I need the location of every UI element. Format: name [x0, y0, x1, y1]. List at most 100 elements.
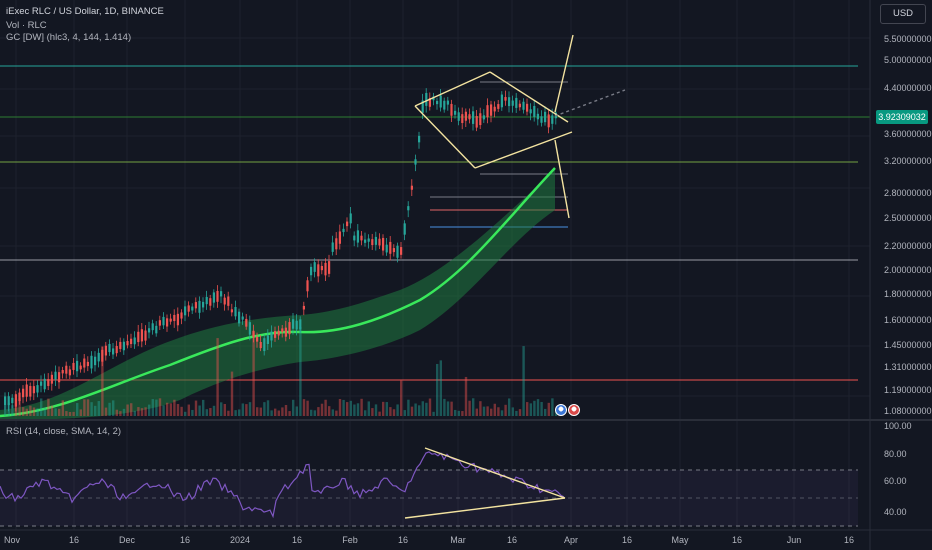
candle-body	[551, 115, 554, 124]
candle-body	[245, 318, 248, 327]
time-axis-label: 16	[732, 535, 742, 545]
volume-bar	[468, 400, 471, 416]
time-axis-label: Nov	[4, 535, 21, 545]
time-axis-label: Mar	[450, 535, 466, 545]
volume-bar	[115, 409, 118, 416]
candle-body	[389, 241, 392, 254]
candle-body	[133, 337, 136, 345]
volume-bar	[180, 406, 183, 416]
candle-body	[194, 302, 197, 309]
candle-body	[126, 341, 129, 346]
candle-body	[274, 331, 277, 338]
volume-bar	[223, 403, 226, 416]
volume-bar	[108, 402, 111, 416]
rsi-axis-label: 80.00	[884, 449, 907, 459]
volume-bar	[86, 399, 90, 416]
volume-bars	[4, 326, 558, 416]
symbol-title[interactable]: iExec RLC / US Dollar, 1D, BINANCE	[6, 6, 164, 17]
time-axis-label: 16	[507, 535, 517, 545]
volume-bar	[518, 409, 522, 416]
volume-bar	[522, 346, 525, 416]
candle-body	[356, 230, 359, 243]
candle-body	[18, 392, 21, 402]
price-axis-label: 1.08000000	[884, 406, 932, 416]
candle-body	[295, 320, 298, 330]
volume-bar	[324, 399, 327, 416]
volume-bar	[328, 406, 331, 416]
candle-body	[43, 378, 46, 390]
price-axis[interactable]: 5.50000000 5.00000000 4.40000000 3.60000000…	[884, 34, 932, 416]
time-axis-label: 16	[69, 535, 79, 545]
volume-bar	[205, 409, 208, 416]
volume-bar	[364, 410, 367, 416]
candle-body	[486, 105, 489, 118]
volume-bar	[360, 398, 363, 416]
candle-body	[29, 386, 32, 397]
us-flag-event-icon[interactable]	[568, 404, 580, 416]
rsi-panel[interactable]	[0, 447, 858, 527]
volume-bar	[47, 398, 50, 416]
candle-body	[443, 100, 446, 110]
currency-button[interactable]: USD	[880, 4, 926, 24]
current-price-tag: 3.92309032	[876, 110, 928, 124]
volume-bar	[493, 403, 496, 416]
candle-body	[338, 231, 341, 244]
time-axis-label: 16	[844, 535, 854, 545]
volume-bar	[241, 403, 244, 416]
price-axis-label: 2.20000000	[884, 241, 932, 251]
volume-bar	[90, 402, 93, 416]
volume-bar	[295, 406, 298, 416]
candle-body	[65, 365, 68, 374]
gaussian-channel	[0, 167, 556, 420]
volume-bar	[486, 406, 489, 416]
rsi-axis[interactable]: 100.00 80.00 60.00 40.00	[884, 421, 912, 517]
candle-body	[500, 94, 503, 108]
volume-bar	[245, 404, 248, 416]
candle-body	[310, 266, 313, 276]
candle-body	[468, 114, 471, 120]
volume-bar	[382, 401, 385, 416]
candle-body	[421, 100, 424, 113]
candle-body	[342, 228, 345, 233]
candle-body	[482, 115, 485, 120]
candle-body	[414, 159, 417, 165]
price-axis-label: 1.80000000	[884, 289, 932, 299]
candle-body	[472, 111, 475, 124]
volume-bar	[252, 332, 255, 416]
candle-body	[155, 325, 158, 334]
price-axis-label: 4.40000000	[884, 83, 932, 93]
candle-body	[14, 394, 17, 407]
candle-body	[32, 386, 35, 394]
volume-bar	[184, 411, 187, 416]
diamond-pattern[interactable]	[414, 34, 626, 219]
horizontal-levels[interactable]	[0, 65, 870, 381]
time-axis[interactable]: Nov 16 Dec 16 2024 16 Feb 16 Mar 16 Apr 16 May 16 Jun 1…	[4, 535, 854, 545]
volume-bar	[140, 408, 144, 416]
candle-body	[108, 343, 111, 353]
volume-bar	[220, 402, 223, 416]
volume-bar	[317, 407, 320, 416]
volume-bar	[112, 400, 115, 416]
time-axis-label: 16	[292, 535, 302, 545]
volume-legend[interactable]: Vol · RLC	[6, 20, 47, 31]
volume-bar	[436, 363, 439, 416]
volume-bar	[313, 410, 316, 416]
rsi-axis-label: 40.00	[884, 507, 907, 517]
rsi-legend[interactable]: RSI (14, close, SMA, 14, 2)	[6, 426, 122, 437]
us-flag-event-icon[interactable]	[555, 404, 567, 416]
volume-bar	[497, 407, 500, 416]
volume-bar	[94, 405, 97, 416]
volume-bar	[277, 410, 280, 416]
candle-body	[313, 262, 316, 272]
volume-bar	[130, 403, 133, 416]
volume-bar	[410, 406, 414, 416]
candle-body	[112, 348, 115, 355]
candle-body	[529, 109, 532, 114]
volume-bar	[248, 402, 252, 416]
volume-bar	[454, 409, 457, 416]
indicator-legend[interactable]: GC [DW] (hlc3, 4, 144, 1.414)	[6, 32, 132, 43]
candle-body	[169, 318, 172, 322]
volume-bar	[187, 404, 190, 416]
candle-body	[36, 385, 39, 393]
